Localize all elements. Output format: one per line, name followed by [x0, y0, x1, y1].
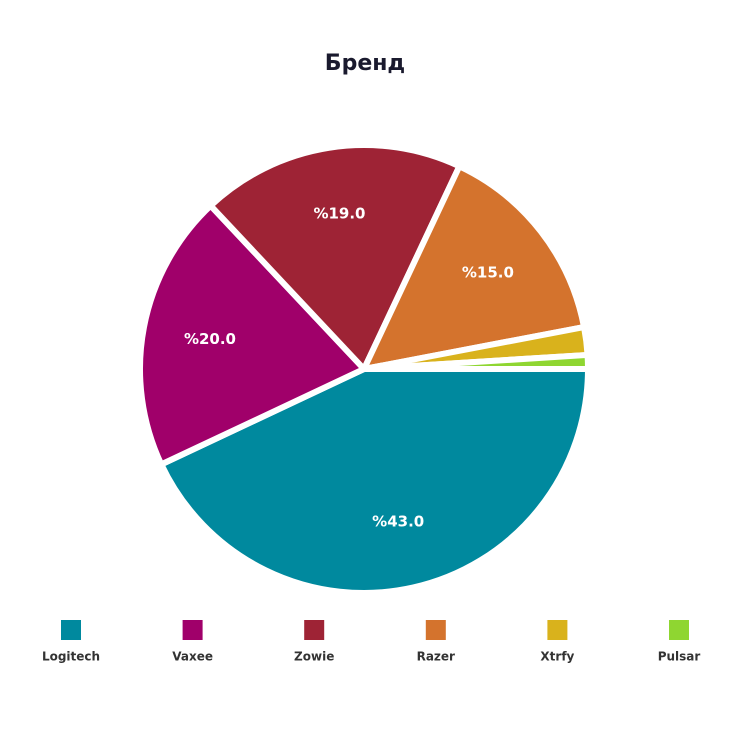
slice-label: %19.0	[313, 205, 365, 223]
legend-label: Razer	[417, 650, 455, 664]
chart-title: Бренд	[325, 51, 405, 76]
slice-label: %15.0	[462, 263, 514, 281]
legend-swatch	[61, 620, 81, 640]
legend-label: Pulsar	[658, 650, 701, 664]
pie-slice	[361, 163, 588, 372]
legend-swatch	[304, 620, 325, 640]
legend-swatch	[669, 620, 689, 640]
legend-swatch	[425, 620, 446, 640]
legend-label: Xtrfy	[540, 650, 574, 664]
legend-label: Zowie	[294, 650, 334, 664]
legend-label: Vaxee	[172, 650, 213, 664]
pie-slice	[158, 366, 591, 596]
legend-swatch	[547, 620, 568, 640]
pie-slice	[137, 202, 367, 468]
slice-label: %20.0	[184, 330, 236, 348]
slice-label: %43.0	[372, 513, 424, 531]
pie-slice	[361, 351, 591, 372]
legend-label: Logitech	[42, 650, 100, 664]
pie-slice	[207, 142, 463, 372]
legend-swatch	[182, 620, 203, 640]
